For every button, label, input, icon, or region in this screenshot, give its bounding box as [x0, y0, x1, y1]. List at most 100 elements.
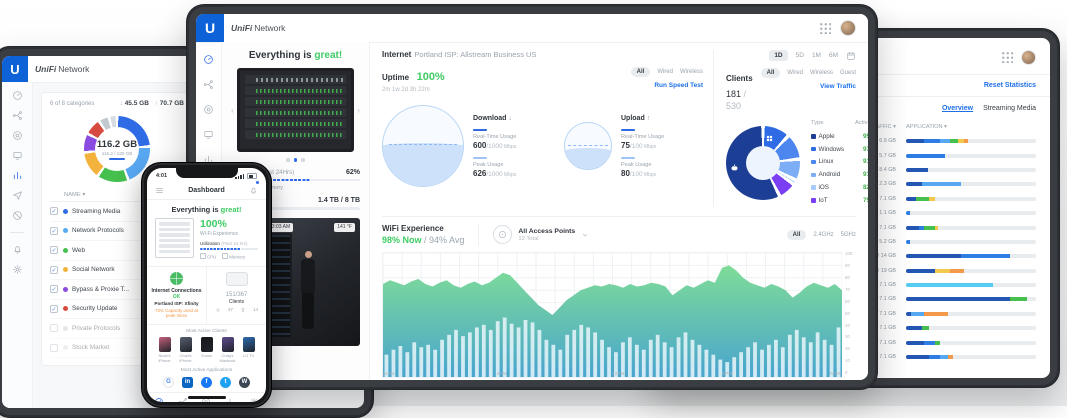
- client-type-row[interactable]: Windows 97% 24: [811, 143, 868, 156]
- sidebar-item-devices-icon[interactable]: [203, 104, 214, 115]
- application-row[interactable]: / 1.1 GB: [658, 206, 1050, 220]
- application-row[interactable]: / 7.1 GB: [658, 335, 1050, 349]
- col-activity[interactable]: Activity: [855, 120, 868, 126]
- sidebar-item-settings-icon[interactable]: [12, 264, 23, 275]
- application-row[interactable]: / 2.3 GB: [658, 177, 1050, 191]
- carousel-next-icon[interactable]: ›: [357, 105, 360, 115]
- application-row[interactable]: / 7.1 GB: [658, 321, 1050, 335]
- sidebar-item-clients-icon[interactable]: [12, 150, 23, 161]
- checkbox[interactable]: ✓: [50, 226, 58, 235]
- active-client[interactable]: Sonos: [198, 336, 215, 364]
- application-row[interactable]: / 7.1 GB: [658, 278, 1050, 292]
- sidebar-item-blocked-icon[interactable]: [12, 210, 23, 221]
- notifications-bell-icon[interactable]: [249, 186, 258, 195]
- application-row[interactable]: / 7.1 GB: [658, 307, 1050, 321]
- active-client[interactable]: Craig's Macbook: [219, 336, 236, 364]
- home-indicator[interactable]: [187, 396, 226, 399]
- checkbox[interactable]: [50, 343, 58, 352]
- application-row[interactable]: / 19 GB: [658, 264, 1050, 278]
- main-tablet: U UniFi Network Everything is great! ‹ ›: [186, 4, 878, 390]
- application-row[interactable]: / 7.1 GB: [658, 220, 1050, 234]
- range-1M[interactable]: 1M: [811, 52, 821, 59]
- application-row[interactable]: / 14 GB: [658, 249, 1050, 263]
- clients-donut-chart[interactable]: [726, 126, 800, 201]
- application-row[interactable]: / 5.7 GB: [658, 148, 1050, 162]
- menu-icon[interactable]: [155, 186, 164, 195]
- view-traffic-link[interactable]: View Traffic: [819, 83, 856, 90]
- active-client[interactable]: Chad's iPhone: [177, 336, 194, 364]
- wordpress-icon[interactable]: W: [239, 376, 250, 388]
- category-color-dot: [63, 228, 68, 234]
- wifi-experience-chart[interactable]: [382, 251, 843, 378]
- application-row[interactable]: / 7.1 GB: [658, 192, 1050, 206]
- range-6M[interactable]: 6M: [828, 52, 838, 59]
- application-row[interactable]: / 6.9 GB: [658, 134, 1050, 148]
- nav-dashboard-icon[interactable]: [154, 397, 164, 402]
- clients-card[interactable]: 151/367 Clients 47 14: [207, 267, 266, 324]
- tab-overview[interactable]: Overview: [941, 105, 974, 112]
- application-row[interactable]: / 7.1 GB: [658, 292, 1050, 306]
- reset-statistics-link[interactable]: Reset Statistics: [983, 82, 1036, 89]
- sidebar-item-topology-icon[interactable]: [12, 110, 23, 121]
- sidebar-item-insights-icon[interactable]: [12, 190, 23, 201]
- col-type[interactable]: Type: [811, 120, 824, 126]
- right-table-header[interactable]: TRAFFIC ▾ APPLICATION ▾: [868, 124, 947, 130]
- tab-2.4ghz[interactable]: 2.4GHz: [813, 231, 834, 238]
- checkbox[interactable]: ✓: [50, 285, 58, 294]
- client-type-row[interactable]: Linux 91% 23: [811, 156, 868, 169]
- application-row[interactable]: / 8.4 GB: [658, 163, 1050, 177]
- sidebar-item-statistics-icon[interactable]: [12, 170, 23, 181]
- application-row[interactable]: / 7.1 GB: [658, 350, 1050, 364]
- tab-streaming-media[interactable]: Streaming Media: [983, 105, 1036, 112]
- tab-wireless[interactable]: Wireless: [679, 69, 703, 75]
- app-traffic: / 7.1 GB: [876, 354, 896, 361]
- sidebar-item-dashboard-icon[interactable]: [12, 90, 23, 101]
- application-row[interactable]: / 5.2 GB: [658, 235, 1050, 249]
- internet-card[interactable]: Internet Connections OK Portland ISP: Xf…: [147, 266, 207, 324]
- avatar[interactable]: [1021, 50, 1036, 65]
- sidebar-item-alerts-icon[interactable]: [12, 244, 23, 255]
- linkedin-icon[interactable]: in: [182, 376, 193, 388]
- apps-grid-icon[interactable]: [1002, 52, 1013, 63]
- tab-wired[interactable]: Wired: [787, 70, 803, 76]
- avatar[interactable]: [840, 20, 856, 36]
- tab-wired[interactable]: Wired: [657, 69, 673, 75]
- nav-settings-icon[interactable]: [249, 397, 259, 402]
- sidebar-item-topology-icon[interactable]: [203, 79, 214, 90]
- client-type-row[interactable]: IoT 75% 16: [811, 194, 868, 207]
- twitter-icon[interactable]: t: [220, 376, 231, 388]
- carousel-dots[interactable]: [231, 158, 360, 162]
- calendar-icon[interactable]: [846, 51, 856, 61]
- checkbox[interactable]: ✓: [50, 207, 58, 216]
- tab-wireless[interactable]: Wireless: [809, 70, 833, 76]
- sidebar-item-dashboard-icon[interactable]: [203, 54, 214, 65]
- range-1D[interactable]: 1D: [769, 50, 788, 61]
- tab-all[interactable]: All: [786, 229, 807, 240]
- nav-statistics-icon[interactable]: [225, 397, 235, 402]
- facebook-icon[interactable]: f: [201, 376, 212, 388]
- nav-topology-icon[interactable]: [178, 397, 188, 402]
- range-5D[interactable]: 5D: [795, 52, 804, 59]
- checkbox[interactable]: [50, 324, 58, 333]
- run-speed-test-link[interactable]: Run Speed Test: [654, 82, 703, 89]
- access-point-selector[interactable]: All Access Points 12 Total: [493, 225, 589, 245]
- active-client[interactable]: LG TV: [240, 336, 257, 364]
- category-color-dot: [63, 286, 68, 292]
- google-icon[interactable]: G: [163, 376, 174, 388]
- traffic-donut-chart[interactable]: 116.2 GB 116.2 / 120 GB: [84, 116, 150, 182]
- apps-grid-icon[interactable]: [820, 22, 831, 34]
- checkbox[interactable]: ✓: [50, 304, 58, 313]
- active-client[interactable]: Noah's iPhone: [156, 336, 173, 364]
- tab-all[interactable]: All: [630, 67, 651, 77]
- sidebar-item-clients-icon[interactable]: [203, 129, 214, 140]
- carousel-prev-icon[interactable]: ‹: [231, 105, 234, 115]
- client-type-row[interactable]: iOS 82% 4: [811, 181, 868, 194]
- sidebar-item-devices-icon[interactable]: [12, 130, 23, 141]
- tab-guest[interactable]: Guest: [839, 70, 856, 76]
- tab-all[interactable]: All: [760, 68, 781, 78]
- client-type-row[interactable]: Apple 95% 116: [811, 130, 868, 143]
- checkbox[interactable]: ✓: [50, 246, 58, 255]
- client-type-row[interactable]: Android 91% 19: [811, 168, 868, 181]
- tab-5ghz[interactable]: 5GHz: [840, 231, 856, 238]
- checkbox[interactable]: ✓: [50, 265, 58, 274]
